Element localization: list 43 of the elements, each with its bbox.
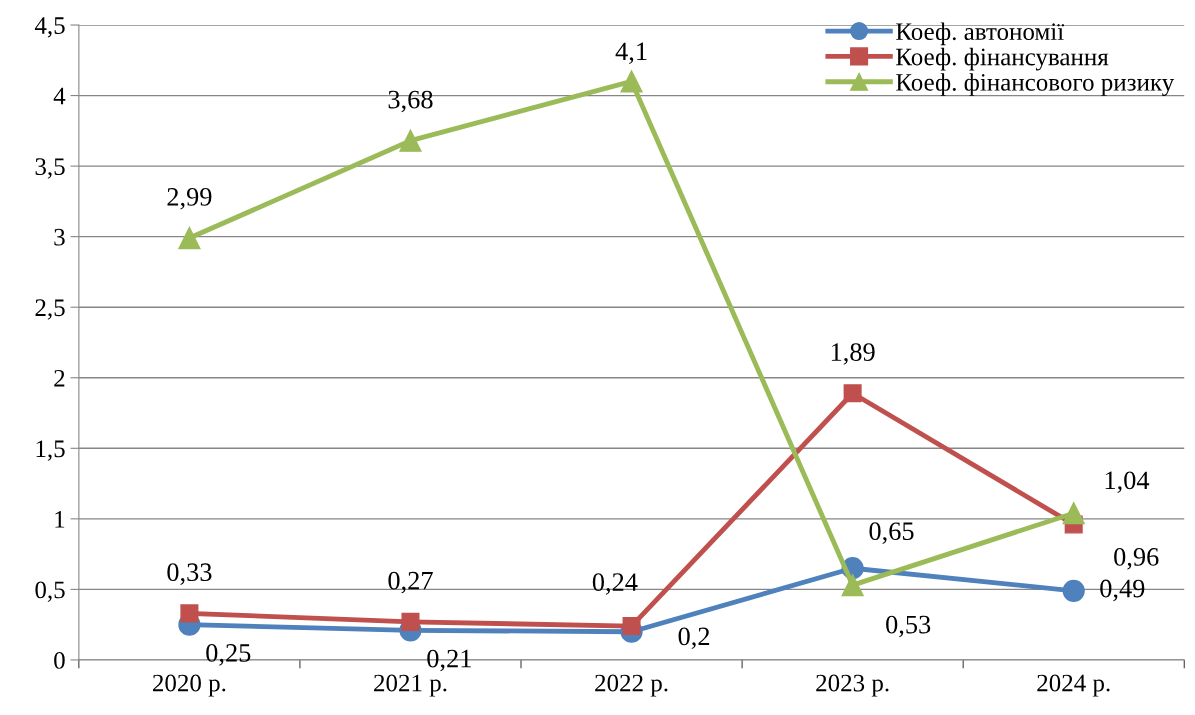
point [180, 604, 199, 623]
point [399, 129, 422, 152]
point [1062, 579, 1085, 602]
data-label: 0,21 [427, 649, 471, 672]
y-tick-label: 3,5 [35, 158, 65, 179]
y-tick-label: 1 [55, 511, 65, 528]
legend-label: Коеф. фінансування [896, 47, 1109, 71]
point [841, 574, 864, 597]
legend-label: Коеф. фінансового ризику [896, 73, 1175, 96]
data-label: 4,1 [615, 42, 647, 65]
point [622, 617, 641, 636]
data-label: 0,53 [886, 615, 931, 638]
data-label: 0,27 [388, 571, 433, 594]
data-label: 0,49 [1100, 579, 1145, 602]
x-tick-label: 2021 р. [374, 674, 447, 697]
y-tick-label: 3 [54, 228, 65, 246]
x-tick-label: 2020 р. [153, 674, 226, 697]
data-label: 2,99 [167, 188, 212, 210]
point [843, 384, 862, 403]
data-label: 0,65 [869, 522, 914, 544]
y-tick-label: 2 [54, 369, 65, 387]
data-label: 0,96 [1114, 548, 1159, 570]
point [1062, 502, 1085, 525]
y-tick-label: 4,5 [34, 17, 65, 38]
data-label: 1,04 [1105, 471, 1150, 494]
x-tick-label: 2023 р. [816, 674, 889, 697]
point [178, 226, 201, 250]
legend-label: Коеф. автономії [896, 22, 1065, 46]
data-label: 3,68 [388, 90, 433, 113]
point [620, 70, 643, 93]
x-tick-label: 2024 р. [1037, 674, 1110, 697]
y-tick-label: 2,5 [35, 299, 65, 320]
y-tick-label: 0 [54, 651, 65, 669]
point [401, 612, 420, 631]
y-tick-label: 4 [53, 87, 66, 105]
data-label: 0,33 [167, 563, 212, 585]
data-label: 0,25 [206, 644, 251, 666]
data-label: 1,89 [831, 343, 875, 365]
data-label: 0,24 [592, 573, 638, 595]
y-tick-label: 1,5 [36, 440, 65, 461]
data-label: 0,2 [678, 627, 710, 650]
x-tick-label: 2022 р. [595, 674, 668, 697]
y-tick-label: 0,5 [35, 581, 65, 602]
